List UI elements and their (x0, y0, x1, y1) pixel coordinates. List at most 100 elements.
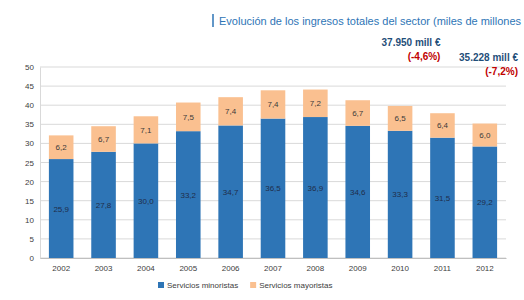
bar-segment (430, 138, 455, 258)
x-tick-label: 2010 (391, 264, 409, 273)
bar-segment (388, 131, 413, 258)
y-tick: 10 (25, 216, 40, 225)
x-tick: 2005 (179, 258, 197, 273)
bar-segment (49, 159, 74, 258)
x-tick: 2008 (306, 258, 324, 273)
data-label: 27,8 (96, 201, 112, 210)
y-tick-label: 35 (25, 120, 34, 129)
y-tick-label: 20 (25, 178, 34, 187)
bar-segment (176, 103, 201, 132)
title: Evolución de los ingresos totales del se… (219, 15, 524, 27)
bar-segment (261, 90, 286, 118)
x-tick: 2002 (52, 258, 70, 273)
grid-line (40, 67, 506, 68)
data-label: 6,4 (437, 121, 449, 130)
legend-swatch (250, 282, 256, 288)
series (49, 90, 497, 160)
bar-segment (218, 97, 243, 125)
bar-segment (261, 119, 286, 258)
x-tick: 2007 (264, 258, 282, 273)
plot: 0510152025303540455025,927,830,033,234,7… (25, 63, 506, 273)
y-tick: 40 (25, 101, 40, 110)
y-tick: 25 (25, 159, 40, 168)
chart: Evolución de los ingresos totales del se… (0, 0, 524, 300)
data-label: 7,5 (183, 113, 195, 122)
x-tick-label: 2009 (349, 264, 367, 273)
legend-label: Servicios minoristas (167, 281, 238, 290)
y-tick-label: 10 (25, 216, 34, 225)
data-label: 34,7 (223, 188, 239, 197)
y-axis-line (40, 68, 41, 259)
x-tick-label: 2004 (137, 264, 155, 273)
data-labels: 25,927,830,033,234,736,536,934,633,331,5… (53, 99, 493, 213)
x-tick-label: 2007 (264, 264, 282, 273)
x-tick-label: 2002 (52, 264, 70, 273)
bar-segment (473, 146, 498, 258)
grid-line (40, 86, 506, 87)
x-tick-label: 2006 (222, 264, 240, 273)
annotation: (-4,6%) (408, 51, 441, 62)
x-tick-label: 2005 (179, 264, 197, 273)
y-tick: 30 (25, 139, 40, 148)
legend: Servicios minoristas Servicios mayoristas (158, 281, 333, 290)
data-label: 29,2 (477, 198, 493, 207)
bar-segment (134, 143, 159, 258)
bar-segment (303, 117, 328, 258)
x-axis: 2002 2003 2004 2005 2006 2007 2008 2009 2010 2011… (41, 258, 507, 273)
data-label: 7,2 (310, 99, 322, 108)
x-tick: 2009 (349, 258, 367, 273)
x-axis-line (41, 258, 507, 259)
x-tick: 2006 (222, 258, 240, 273)
data-label: 30,0 (138, 197, 154, 206)
legend-item: Servicios minoristas (158, 281, 238, 290)
y-tick: 0 (30, 254, 40, 263)
bar-segment (303, 90, 328, 118)
annotations: 37.950 mill €(-4,6%)35.228 mill €(-7,2%) (382, 37, 519, 77)
data-label: 31,5 (435, 194, 451, 203)
bar-segment (430, 113, 455, 137)
annotation: (-7,2%) (485, 66, 518, 77)
bar-segment (218, 125, 243, 258)
annotation: 37.950 mill € (382, 37, 441, 48)
data-label: 25,9 (53, 205, 69, 214)
legend-label: Servicios mayoristas (259, 281, 332, 290)
data-label: 6,2 (56, 143, 68, 152)
data-label: 36,9 (308, 184, 324, 193)
y-tick: 45 (25, 82, 40, 91)
y-tick-label: 50 (25, 63, 34, 72)
y-tick-label: 40 (25, 101, 34, 110)
data-label: 6,7 (352, 109, 364, 118)
bars (49, 90, 497, 258)
y-tick-label: 45 (25, 82, 34, 91)
x-tick: 2003 (95, 258, 113, 273)
y-tick-label: 15 (25, 197, 34, 206)
data-label: 6,0 (479, 131, 491, 140)
data-label: 6,5 (395, 114, 407, 123)
x-tick: 2012 (476, 258, 494, 273)
bar-segment (91, 126, 116, 152)
bar-segment (345, 100, 370, 126)
grid (40, 67, 506, 258)
bar-segment (388, 106, 413, 131)
title-decoration (212, 14, 214, 27)
y-tick-label: 30 (25, 139, 34, 148)
legend-swatch (158, 282, 164, 288)
data-label: 33,3 (392, 190, 408, 199)
data-label: 36,5 (265, 184, 281, 193)
y-tick: 35 (25, 120, 40, 129)
data-label: 6,7 (98, 135, 110, 144)
series (49, 117, 497, 258)
x-tick-label: 2003 (95, 264, 113, 273)
y-tick-label: 5 (30, 235, 35, 244)
y-tick-label: 25 (25, 159, 34, 168)
y-tick: 20 (25, 178, 40, 187)
y-tick: 50 (25, 63, 40, 72)
data-label: 7,4 (225, 107, 237, 116)
y-tick-label: 0 (30, 254, 35, 263)
bar-segment (134, 116, 159, 143)
data-label: 34,6 (350, 188, 366, 197)
data-label: 7,1 (140, 126, 152, 135)
x-tick: 2011 (434, 258, 452, 273)
x-tick: 2004 (137, 258, 155, 273)
y-tick: 15 (25, 197, 40, 206)
